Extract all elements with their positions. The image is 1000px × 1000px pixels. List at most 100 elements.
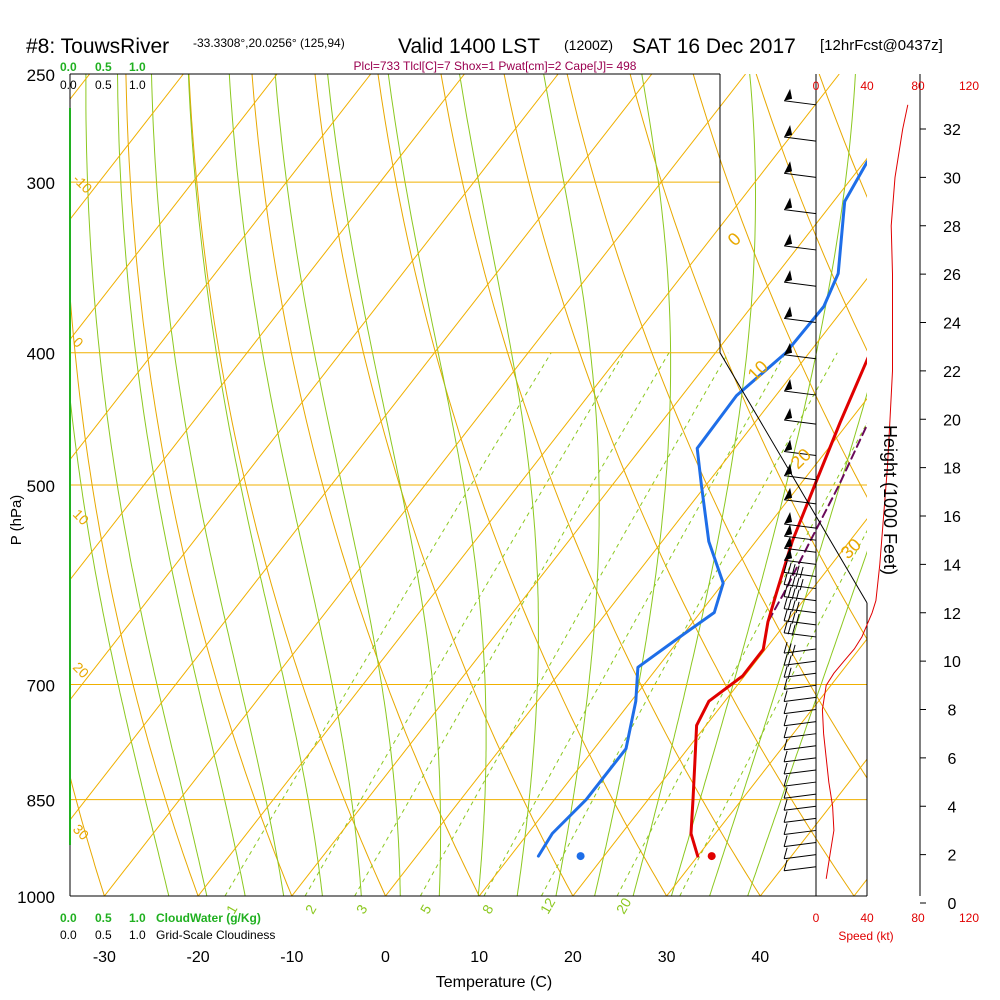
wind-barb-feather: [795, 577, 800, 589]
cloud-top-black-2: 1.0: [129, 78, 146, 92]
cloud-top-black-0: 0.0: [60, 78, 77, 92]
height-tick-14: 14: [943, 557, 961, 574]
forecast-cycle: [12hrFcst@0437z]: [820, 37, 943, 54]
wind-barb: [784, 524, 817, 541]
wind-barb-feather: [787, 586, 792, 599]
wind-barb: [783, 654, 817, 667]
mixing-ratio-5: [419, 352, 729, 896]
wind-barb-pennant: [784, 408, 793, 420]
moist-adiabat-28: [632, 74, 756, 896]
temperature-profile: [689, 356, 867, 858]
wind-barb: [783, 726, 817, 739]
moist-adiabat-24: [594, 74, 672, 896]
wind-barb-pennant: [784, 306, 793, 319]
wind-barb-staff: [784, 136, 817, 142]
wind-barb-pennant: [784, 487, 793, 500]
wind-barb: [783, 774, 817, 787]
cloud-bottom-black-2: 1.0: [129, 928, 146, 942]
wind-barb-staff: [784, 390, 817, 396]
dry-adiabat-label-4: -10: [70, 171, 96, 197]
wind-barb-feather: [783, 799, 788, 811]
mixing-ratio-label-2: 3: [353, 902, 371, 917]
wind-barb: [783, 811, 817, 823]
wind-barb: [784, 88, 817, 106]
dry-adiabat--40: [0, 50, 19, 925]
temp-tick-0: 0: [381, 949, 390, 966]
utc-time: (1200Z): [564, 37, 613, 53]
forecast-date: SAT 16 Dec 2017: [632, 35, 796, 58]
dry-adiabat-label-1: 20: [70, 659, 92, 681]
wind-barb: [783, 561, 817, 579]
pressure-tick-250: 250: [27, 66, 55, 85]
wind-barb-staff: [784, 100, 817, 106]
wind-barb: [783, 750, 817, 763]
speed-tick-bottom-0: 0: [813, 911, 820, 925]
wind-barb: [783, 621, 817, 638]
wind-barb-feather: [783, 702, 788, 714]
sounding-params: Plcl=733 Tlcl[C]=7 Shox=1 Pwat[cm]=2 Cap…: [354, 59, 637, 73]
pressure-tick-500: 500: [27, 477, 55, 496]
moist-adiabat-0: [228, 74, 362, 896]
moist-adiabat-4: [274, 74, 401, 896]
pressure-tick-850: 850: [27, 792, 55, 811]
cloud-bottom-black-1: 0.5: [95, 928, 112, 942]
cloud-bottom-black-0: 0.0: [60, 928, 77, 942]
height-tick-16: 16: [943, 509, 961, 526]
frame-right-diag: [719, 352, 868, 604]
wind-barb-pennant: [784, 536, 793, 549]
wind-barb: [783, 714, 817, 727]
isotherm-50: [853, 878, 867, 896]
moist-adiabat--4: [187, 74, 323, 896]
wind-barb-pennant: [784, 548, 793, 561]
wind-barb: [784, 379, 817, 396]
height-tick-12: 12: [943, 606, 961, 623]
wind-barb-staff: [784, 842, 817, 848]
wind-barb-feather: [787, 574, 792, 587]
speed-tick-top-80: 80: [911, 79, 925, 93]
wind-barb-feather: [783, 654, 788, 666]
speed-tick-bottom-40: 40: [860, 911, 874, 925]
wind-barb-feather: [783, 787, 788, 799]
wind-barb: [783, 641, 817, 657]
height-tick-22: 22: [943, 364, 961, 381]
wind-barb-feather: [783, 750, 788, 763]
wind-barb-staff: [784, 499, 817, 505]
moist-adiabat-20: [543, 74, 600, 896]
cloud-top-green-2: 1.0: [129, 60, 146, 74]
moist-adiabat--16: [85, 74, 208, 896]
cloud-bottom-green-2: 1.0: [129, 911, 146, 925]
wind-barb: [784, 233, 817, 251]
wind-barb: [784, 342, 817, 360]
moist-adiabat-32: [670, 74, 856, 896]
wind-barb-staff: [784, 317, 817, 323]
wind-barb: [783, 690, 817, 702]
wind-barb: [783, 666, 817, 679]
wind-barb-staff: [784, 209, 817, 215]
moist-adiabat-16: [458, 74, 539, 896]
wind-barb: [783, 702, 817, 715]
temp-tick-30: 30: [658, 949, 676, 966]
moist-adiabat--20: [70, 392, 170, 896]
wind-barb-feather: [795, 613, 800, 626]
moist-adiabat-40: [747, 550, 867, 896]
wind-barb-staff: [784, 419, 817, 425]
height-tick-0: 0: [948, 896, 957, 913]
temp-tick-40: 40: [751, 949, 769, 966]
wind-barb-pennant: [784, 270, 793, 283]
surface-dewpoint-dot: [576, 852, 585, 861]
wind-barb-staff: [784, 559, 817, 565]
temp-tick-10: 10: [470, 949, 488, 966]
temp-tick-20: 20: [564, 949, 582, 966]
wind-barb: [784, 197, 817, 215]
height-tick-8: 8: [948, 703, 957, 720]
wind-barb-feather: [783, 666, 788, 678]
wind-speed-profile: [821, 104, 909, 879]
wind-barb-pennant: [784, 342, 793, 355]
pressure-tick-300: 300: [27, 174, 55, 193]
wind-barb-staff: [784, 817, 817, 823]
wind-barb-staff: [784, 281, 817, 287]
wind-barb-staff: [784, 172, 817, 178]
height-tick-24: 24: [943, 316, 961, 333]
mixing-ratio-label-5: 12: [537, 895, 559, 917]
